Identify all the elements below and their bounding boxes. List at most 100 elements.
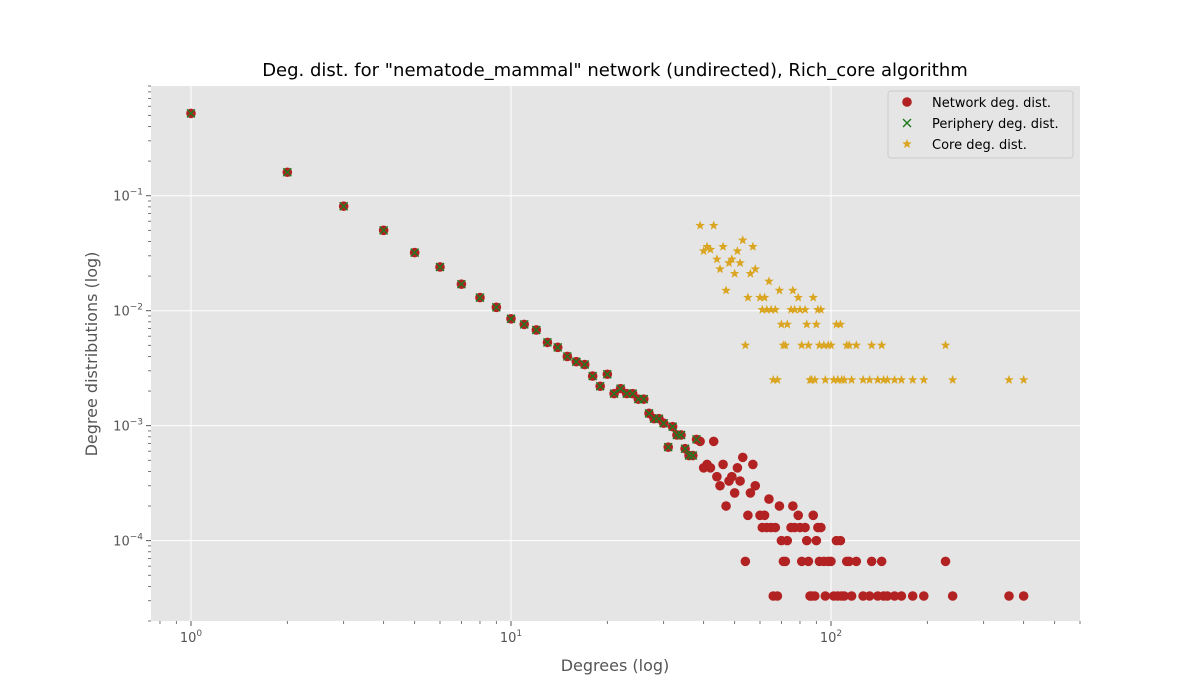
network-degree-point [745, 488, 756, 498]
periphery-degree-point [475, 293, 485, 303]
core-degree-point [878, 374, 889, 384]
periphery-degree-point [519, 319, 529, 329]
core-degree-point [768, 374, 778, 384]
grid-lines [151, 86, 1080, 621]
network-degree-point [750, 480, 761, 491]
network-degree-point [743, 510, 753, 521]
network-degree-point [800, 522, 810, 533]
x-tick-label: 100 [180, 629, 203, 646]
periphery-degree-point [456, 279, 466, 289]
y-tick-label: 10−1 [113, 188, 143, 205]
periphery-degree-point [692, 434, 702, 444]
network-degree-point [919, 591, 929, 601]
core-degree-point [782, 319, 793, 329]
periphery-degree-point [672, 430, 682, 440]
y-axis-label: Degree distributions (log) [82, 252, 101, 457]
core-degree-point [814, 340, 825, 350]
core-degree-point [718, 241, 728, 251]
periphery-degree-point [186, 108, 196, 118]
network-degree-point [796, 556, 807, 567]
core-degree-point [729, 268, 740, 278]
periphery-degree-point [562, 351, 572, 361]
network-degree-point [715, 480, 725, 491]
plot-area-background [151, 86, 1080, 621]
periphery-degree-point [616, 384, 626, 394]
core-degree-point [947, 374, 958, 384]
core-degree-point [864, 374, 875, 384]
network-degree-point [811, 535, 822, 546]
network-degree-point [803, 556, 814, 567]
x-tick-label: 101 [500, 629, 522, 646]
core-degree-point [919, 374, 929, 384]
core-degree-point [835, 319, 846, 329]
core-degree-point [851, 340, 862, 350]
periphery-degree-point [410, 248, 420, 258]
network-degree-point [947, 591, 958, 601]
core-degree-point [748, 241, 758, 251]
core-degree-point [766, 304, 776, 314]
core-degree-point [715, 264, 725, 274]
core-degree-point [846, 374, 857, 384]
core-degree-point [702, 241, 712, 251]
chart-legend: Network deg. dist. Periphery deg. dist. … [887, 90, 1074, 159]
network-degree-point [735, 476, 745, 486]
core-degree-point [721, 285, 731, 295]
core-degree-point [826, 340, 836, 350]
core-degree-point [750, 264, 761, 274]
network-degree-point [876, 556, 887, 567]
periphery-degree-point [595, 381, 605, 391]
x-axis-ticks: 100 101 102 [180, 621, 842, 646]
core-degree-point [802, 319, 812, 329]
core-degree-point [789, 304, 800, 314]
core-degree-point [793, 292, 803, 302]
y-tick-label: 10−2 [113, 303, 143, 320]
network-degree-point [846, 591, 857, 601]
periphery-degree-point [659, 418, 669, 428]
legend-label-network: Network deg. dist. [932, 96, 1051, 111]
periphery-degree-point [684, 451, 694, 461]
network-degree-point [695, 436, 705, 447]
periphery-degree-point [688, 451, 698, 461]
periphery-degree-point [542, 337, 552, 347]
core-degree-point [844, 340, 854, 350]
network-degree-point [940, 556, 951, 567]
network-degree-point [820, 591, 831, 601]
core-degree-point [1018, 374, 1029, 384]
network-degree-point [708, 436, 719, 447]
core-degree-point [770, 304, 781, 314]
series-star [695, 220, 1029, 384]
core-degree-point [732, 246, 743, 256]
network-degree-point [764, 494, 774, 504]
legend-label-core: Core deg. dist. [932, 138, 1027, 153]
periphery-degree-point [435, 262, 445, 272]
chart-title: Deg. dist. for "nematode_mammal" network… [262, 60, 968, 81]
periphery-degree-point [531, 325, 541, 335]
core-degree-point [896, 374, 907, 384]
network-degree-point [718, 459, 728, 470]
core-degree-point [786, 304, 796, 314]
core-degree-point [735, 257, 745, 268]
core-degree-point [882, 374, 893, 384]
core-degree-point [796, 340, 807, 350]
network-degree-point [748, 459, 758, 470]
periphery-degree-point [680, 444, 690, 454]
core-degree-point [833, 374, 843, 384]
network-degree-point [737, 452, 748, 463]
network-degree-point [808, 510, 819, 521]
network-degree-point [889, 591, 900, 601]
network-degree-point [727, 471, 737, 482]
y-axis-ticks: 10−1 10−2 10−3 10−4 [113, 188, 151, 550]
network-degree-point [770, 522, 781, 533]
core-degree-point [724, 257, 734, 268]
legend-marker-network [902, 97, 912, 107]
network-degree-point [1004, 591, 1014, 601]
network-degree-point [788, 501, 798, 511]
periphery-degree-point [379, 225, 389, 235]
core-degree-point [774, 285, 785, 295]
network-degree-point [793, 510, 804, 521]
core-degree-point [907, 374, 918, 384]
minor-ticks [148, 85, 1081, 624]
periphery-degree-point [602, 369, 612, 379]
network-degree-point [721, 501, 731, 511]
network-degree-point [851, 556, 862, 567]
